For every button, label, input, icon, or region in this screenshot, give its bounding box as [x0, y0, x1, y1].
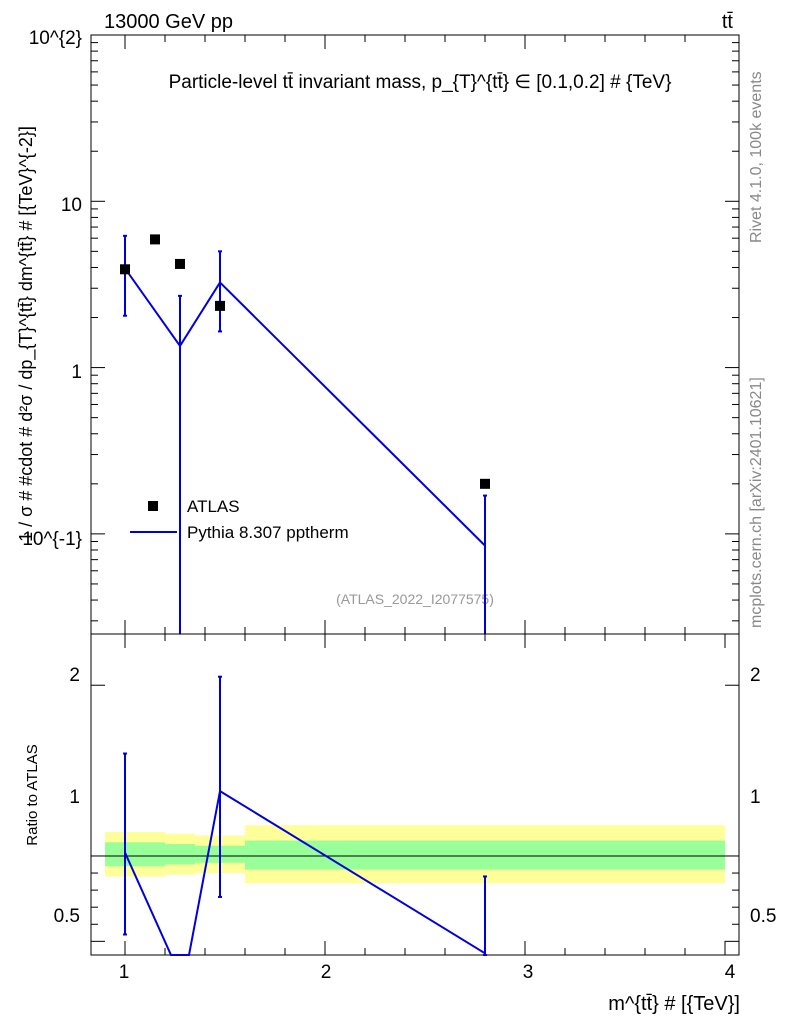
rivet-label: Rivet 4.1.0, 100k events — [748, 71, 765, 243]
pythia-line — [124, 267, 486, 547]
atlas-data-point — [215, 300, 225, 311]
ratio-y-tick-label-right-0.5: 0.5 — [750, 906, 776, 927]
main-panel: 10^{-1} 1 10 10^{2} Particle-level tt̄ i… — [16, 28, 740, 635]
ratio-inner-band — [245, 840, 725, 870]
ratio-series — [123, 675, 487, 956]
energy-label: 13000 GeV pp — [104, 11, 233, 33]
main-series — [120, 234, 490, 634]
ratio-y-tick-label-right-1: 1 — [750, 787, 761, 808]
ratio-y-tick-label-1: 1 — [69, 787, 80, 808]
legend: ATLAS Pythia 8.307 pptherm — [130, 497, 349, 542]
x-tick-label-3: 3 — [523, 962, 534, 983]
main-axis-ticks — [91, 34, 739, 634]
ratio-y-tick-label-2: 2 — [69, 665, 80, 686]
atlas-data-point — [150, 234, 160, 245]
y-tick-label-10: 10 — [61, 195, 82, 216]
main-y-tick-labels: 10^{-1} 1 10 10^{2} — [22, 28, 82, 550]
ratio-pythia-line — [124, 789, 486, 956]
source-label: mcplots.cern.ch [arXiv:2401.10621] — [748, 377, 765, 628]
legend-atlas-label: ATLAS — [187, 497, 240, 516]
x-tick-label-4: 4 — [725, 962, 736, 983]
legend-atlas-marker — [148, 501, 158, 511]
y-tick-label-0.1: 10^{-1} — [22, 529, 82, 550]
ratio-uncertainty-bands — [91, 825, 739, 884]
atlas-data-point — [480, 478, 490, 489]
main-y-axis-label: 1 / σ # #cdot # d²σ / dp_{T}^{tt̄} dm^{t… — [16, 126, 37, 542]
x-tick-label-2: 2 — [321, 962, 332, 983]
atlas-data-point — [120, 264, 130, 275]
y-tick-label-1: 1 — [71, 362, 82, 383]
ratio-axis-ticks — [91, 634, 739, 955]
y-tick-label-100: 10^{2} — [29, 28, 82, 49]
ratio-inner-band — [165, 844, 195, 865]
chart-title: Particle-level tt̄ invariant mass, p_{T}… — [169, 72, 672, 93]
analysis-watermark: (ATLAS_2022_I2077575) — [336, 591, 494, 607]
ratio-inner-band — [105, 842, 165, 867]
x-axis-label: m^{tt̄} # [{TeV}] — [608, 993, 740, 1015]
ratio-frame — [90, 633, 740, 956]
legend-pythia-label: Pythia 8.307 pptherm — [187, 523, 349, 542]
atlas-data-point — [175, 258, 185, 269]
ratio-panel: 0.5 1 2 0.5 1 2 Ratio to ATLAS 1 2 3 4 m… — [24, 633, 776, 1015]
ratio-y-tick-label-right-2: 2 — [750, 665, 761, 686]
process-label: tt̄ — [722, 11, 734, 33]
ratio-y-tick-label-0.5: 0.5 — [54, 906, 80, 927]
x-tick-label-1: 1 — [119, 962, 130, 983]
ratio-y-axis-label: Ratio to ATLAS — [24, 744, 41, 845]
